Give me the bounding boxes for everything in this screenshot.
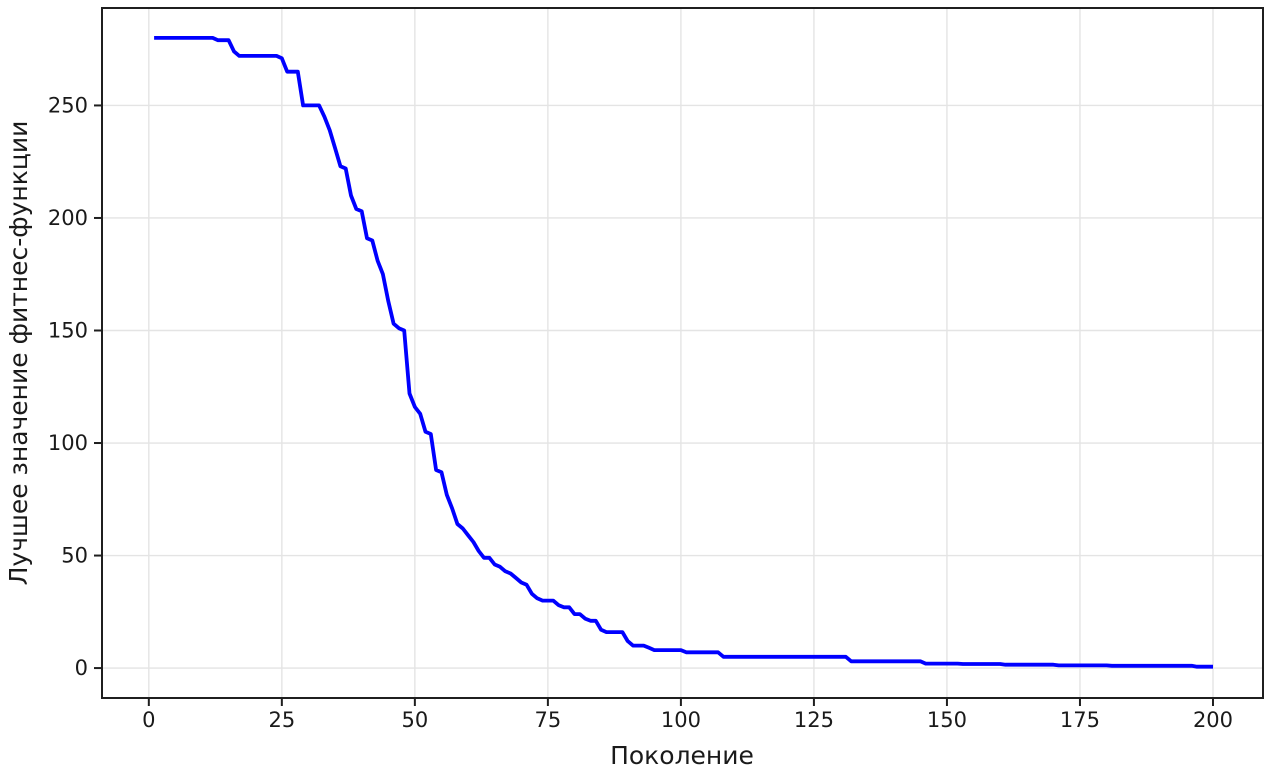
label-layer: Поколение Лучшее значение фитнес-функции… — [4, 93, 1233, 770]
x-tick-label: 200 — [1193, 708, 1233, 732]
x-tick-label: 0 — [142, 708, 155, 732]
x-tick-label: 175 — [1060, 708, 1100, 732]
x-tick-label: 50 — [401, 708, 428, 732]
y-tick-label: 250 — [48, 93, 88, 117]
x-tick-label: 125 — [794, 708, 834, 732]
x-tick-label: 100 — [661, 708, 701, 732]
y-axis-title: Лучшее значение фитнес-функции — [4, 121, 33, 586]
y-tick-label: 50 — [61, 544, 88, 568]
x-tick-label: 25 — [268, 708, 295, 732]
x-axis-title: Поколение — [610, 741, 754, 770]
axes-layer — [94, 7, 1264, 706]
plot-border — [101, 7, 1264, 699]
y-tick-label: 200 — [48, 206, 88, 230]
fitness-series-line — [154, 36, 1213, 669]
grid-layer — [102, 8, 1263, 698]
series-layer — [154, 36, 1213, 669]
y-tick-label: 0 — [75, 656, 88, 680]
x-tick-label: 75 — [535, 708, 562, 732]
y-tick-label: 100 — [48, 431, 88, 455]
x-tick-label: 150 — [927, 708, 967, 732]
y-tick-label: 150 — [48, 318, 88, 342]
